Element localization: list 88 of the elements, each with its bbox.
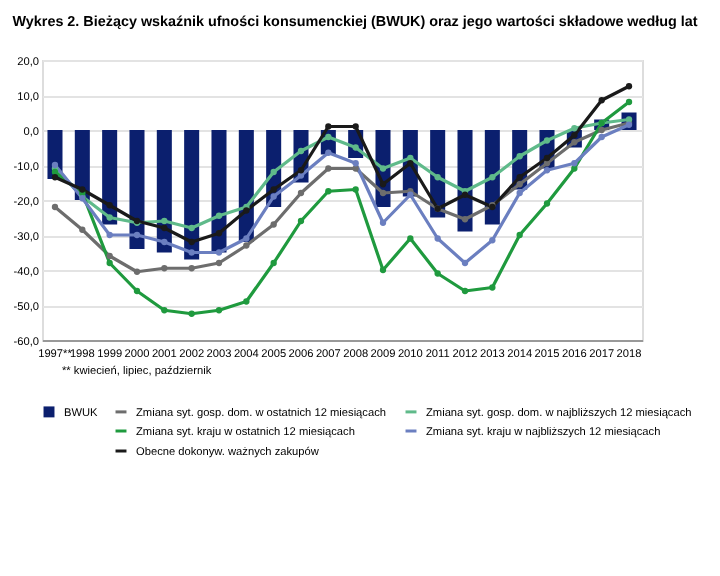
point — [543, 160, 551, 167]
point — [571, 165, 578, 172]
point — [215, 249, 223, 256]
point — [161, 224, 168, 232]
point — [188, 238, 195, 246]
line-series — [51, 98, 633, 317]
line-series — [51, 83, 633, 246]
point — [379, 266, 387, 274]
point — [270, 168, 277, 176]
point — [571, 160, 578, 167]
point — [407, 160, 414, 167]
bar — [211, 130, 227, 253]
point — [625, 83, 633, 90]
point — [215, 259, 223, 267]
point — [188, 265, 195, 272]
point — [243, 235, 250, 242]
point — [106, 214, 113, 221]
point — [489, 174, 496, 181]
bar — [129, 130, 145, 249]
point — [215, 212, 223, 219]
point — [489, 237, 496, 244]
point — [598, 97, 605, 104]
point — [79, 226, 86, 233]
point — [543, 200, 551, 207]
point — [106, 252, 113, 260]
point — [215, 307, 223, 314]
point — [489, 284, 496, 291]
point — [161, 238, 168, 246]
point — [188, 224, 195, 232]
point — [352, 160, 359, 167]
point — [571, 125, 578, 132]
point — [379, 165, 387, 172]
point — [297, 172, 305, 179]
point — [625, 98, 633, 106]
point — [188, 249, 195, 256]
point — [270, 221, 277, 228]
point — [243, 298, 250, 305]
point — [297, 189, 305, 197]
point — [461, 216, 469, 223]
point — [106, 202, 113, 209]
point — [434, 235, 441, 242]
point — [270, 259, 277, 267]
point — [516, 174, 523, 181]
point — [543, 137, 551, 144]
point — [543, 167, 551, 174]
point — [598, 126, 605, 134]
point — [161, 265, 168, 272]
point — [270, 186, 277, 193]
point — [543, 154, 551, 162]
point — [434, 174, 441, 181]
point — [461, 287, 469, 295]
point — [379, 189, 387, 197]
point — [379, 219, 387, 226]
point — [51, 174, 59, 181]
point — [352, 123, 359, 130]
point — [352, 186, 359, 193]
point — [434, 270, 441, 277]
point — [598, 133, 605, 141]
point — [516, 231, 523, 239]
point — [407, 154, 414, 162]
point — [325, 165, 332, 172]
point — [51, 203, 59, 211]
point — [407, 235, 414, 242]
point — [133, 287, 141, 295]
point — [325, 188, 332, 195]
point — [297, 147, 305, 155]
point — [297, 167, 305, 174]
point — [516, 189, 523, 197]
point — [133, 268, 141, 275]
point — [516, 153, 523, 160]
point — [516, 181, 523, 188]
point — [215, 230, 223, 237]
point — [461, 259, 469, 267]
point — [270, 193, 277, 200]
bar — [102, 130, 118, 225]
point — [297, 217, 305, 225]
point — [161, 217, 168, 225]
point — [106, 231, 113, 239]
point — [161, 307, 168, 314]
point — [325, 133, 332, 141]
point — [325, 149, 332, 156]
point — [106, 259, 113, 267]
point — [379, 181, 387, 188]
point — [352, 165, 359, 172]
point — [133, 231, 141, 239]
point — [243, 242, 250, 249]
point — [188, 310, 195, 317]
point — [325, 123, 332, 130]
